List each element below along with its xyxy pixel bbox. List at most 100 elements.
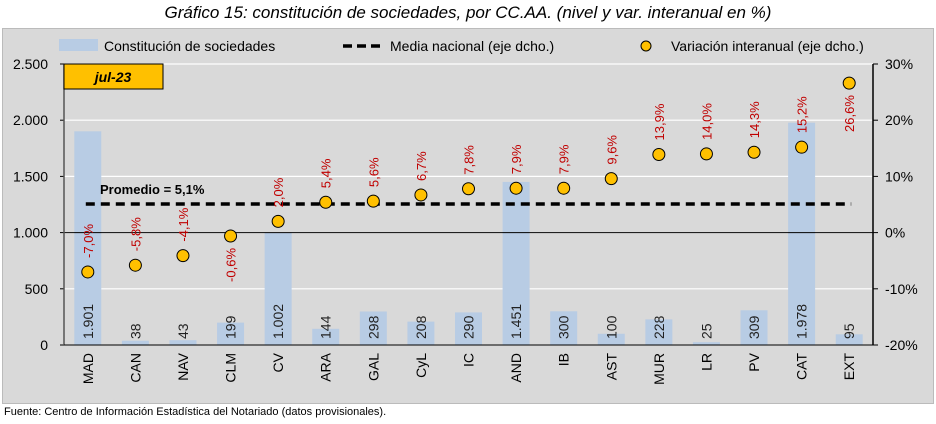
- legend-point-swatch: [640, 40, 652, 52]
- y-left-tick: 2.000: [13, 112, 48, 128]
- point-label: 14,0%: [699, 103, 714, 140]
- x-tick-label: MUR: [651, 353, 667, 385]
- bar-label: 38: [127, 323, 143, 339]
- legend-label: Variación interanual (eje dcho.): [671, 38, 864, 54]
- bar-label: 25: [698, 323, 714, 339]
- y-left-tick: 500: [25, 281, 49, 297]
- data-point: [224, 229, 238, 243]
- y-right-tick: 10%: [885, 168, 913, 184]
- x-tick-label: CV: [270, 352, 286, 372]
- bar: [597, 333, 625, 345]
- point-label: 14,3%: [747, 101, 762, 138]
- data-point: [128, 258, 142, 272]
- x-tick-label: CLM: [223, 353, 239, 383]
- point-label: 26,6%: [842, 95, 857, 132]
- y-right-tick: 0%: [885, 225, 905, 241]
- point-label: -4,1%: [176, 207, 191, 241]
- x-tick-label: LR: [698, 353, 714, 371]
- x-tick-label: EXT: [841, 353, 857, 381]
- bar: [788, 122, 816, 346]
- point-label: 7,8%: [462, 145, 477, 175]
- data-point: [366, 194, 380, 208]
- data-point: [271, 214, 285, 228]
- bar-label: 309: [746, 315, 762, 339]
- bar: [455, 312, 482, 345]
- bar-label: 199: [223, 315, 239, 339]
- bar: [121, 340, 149, 345]
- point-label: 6,7%: [414, 151, 429, 181]
- x-tick-label: PV: [746, 352, 762, 371]
- bar: [312, 328, 340, 345]
- x-tick-label: NAV: [175, 352, 191, 380]
- bar-label: 43: [175, 323, 191, 339]
- point-label: -7,0%: [81, 224, 96, 258]
- bar-label: 300: [556, 315, 572, 339]
- bar: [550, 311, 578, 345]
- data-point: [795, 140, 809, 154]
- y-left-tick: 2.500: [13, 56, 48, 72]
- bar-label: 228: [651, 315, 667, 339]
- x-tick-label: AND: [508, 353, 524, 383]
- bar: [740, 310, 768, 345]
- bar-label: 290: [461, 315, 477, 339]
- data-point: [509, 181, 523, 195]
- bar: [359, 311, 387, 345]
- point-label: 5,4%: [319, 158, 334, 188]
- bar: [835, 334, 863, 345]
- source-note: Fuente: Centro de Información Estadístic…: [4, 406, 387, 418]
- legend-label: Constitución de sociedades: [104, 38, 275, 54]
- data-point: [604, 172, 618, 186]
- y-right-tick: -20%: [885, 337, 918, 353]
- data-point: [747, 145, 761, 159]
- bar: [217, 322, 245, 345]
- point-label: 7,9%: [557, 144, 572, 174]
- bar-label: 144: [318, 315, 334, 339]
- legend-label: Media nacional (eje dcho.): [390, 38, 554, 54]
- chart-title: Gráfico 15: constitución de sociedades, …: [164, 3, 772, 22]
- bar-label: 1.451: [508, 304, 524, 339]
- x-tick-label: IC: [461, 353, 477, 367]
- point-label: 5,6%: [366, 157, 381, 187]
- data-point: [319, 195, 333, 209]
- bar-label: 1.978: [794, 304, 810, 339]
- bar-label: 1.901: [80, 304, 96, 339]
- data-point: [652, 147, 666, 161]
- date-badge: [63, 63, 164, 90]
- x-tick-label: MAD: [80, 353, 96, 384]
- bar: [74, 131, 102, 345]
- point-label: 2,0%: [271, 177, 286, 207]
- y-left-tick: 1.000: [13, 225, 48, 241]
- point-label: 15,2%: [795, 96, 810, 133]
- data-point: [462, 182, 475, 196]
- point-label: 7,9%: [509, 144, 524, 174]
- y-right-tick: 20%: [885, 112, 913, 128]
- y-left-tick: 0: [40, 337, 48, 353]
- average-label: Promedio = 5,1%: [100, 182, 205, 197]
- point-label: 9,6%: [604, 135, 619, 165]
- data-point: [557, 181, 571, 195]
- data-point: [414, 188, 428, 202]
- y-right-tick: -10%: [885, 281, 918, 297]
- bar: [264, 232, 292, 345]
- legend-bar-swatch: [59, 39, 98, 51]
- x-tick-label: AST: [603, 353, 619, 381]
- data-point: [81, 265, 95, 279]
- y-left-tick: 1.500: [13, 168, 48, 184]
- data-point: [842, 76, 856, 90]
- x-tick-label: CAN: [127, 353, 143, 383]
- point-label: -5,8%: [128, 217, 143, 251]
- x-tick-label: CyL: [413, 353, 429, 378]
- bar: [502, 181, 530, 345]
- x-tick-label: IB: [556, 353, 572, 366]
- bar: [407, 321, 435, 345]
- x-tick-label: CAT: [794, 353, 810, 380]
- bar-label: 1.002: [270, 304, 286, 339]
- bar: [645, 319, 673, 345]
- bar-label: 95: [841, 323, 857, 339]
- date-badge-label: jul-23: [93, 69, 132, 85]
- bar: [692, 342, 720, 345]
- y-right-tick: 30%: [885, 56, 913, 72]
- bar-label: 298: [365, 315, 381, 339]
- data-point: [176, 249, 190, 263]
